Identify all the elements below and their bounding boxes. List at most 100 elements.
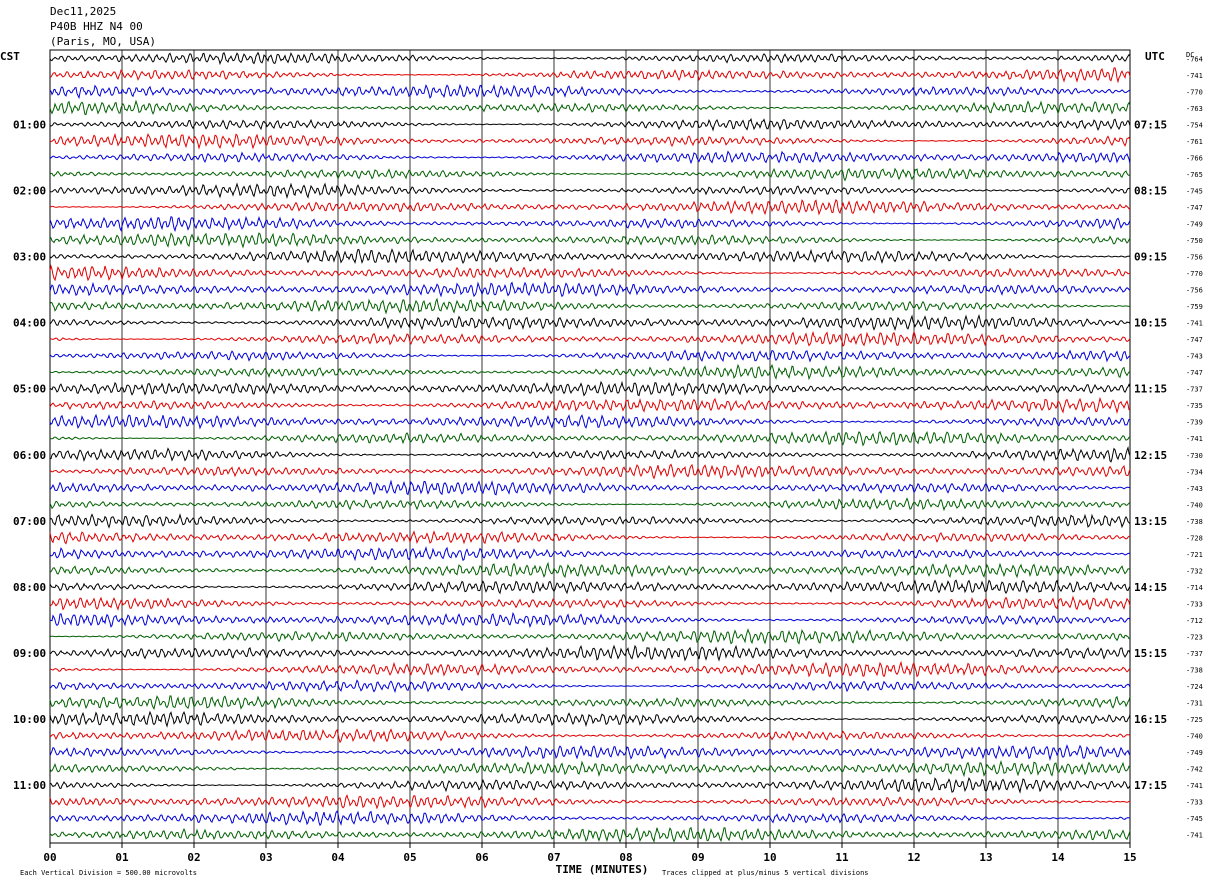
dc-offset-label: -712	[1186, 617, 1203, 625]
dc-offset-label: -749	[1186, 749, 1203, 757]
dc-offset-label: -756	[1186, 254, 1203, 262]
right-time-label: 11:15	[1134, 383, 1167, 396]
header-date: Dec11,2025	[50, 5, 116, 18]
dc-offset-label: -714	[1186, 584, 1203, 592]
left-time-label: 03:00	[13, 251, 46, 264]
dc-column-label: DC	[1186, 51, 1194, 59]
trace-line	[49, 132, 1131, 150]
dc-offset-label: -730	[1186, 452, 1203, 460]
dc-offset-label: -732	[1186, 567, 1203, 575]
x-tick-labels: 00 01 02 03 04 05 06 07 08 09 10 11 12 13 14 15	[43, 843, 1137, 864]
x-tick-label: 03	[259, 851, 272, 864]
right-time-labels: 07:15 08:15 09:15 10:15 11:15 12:15 13:15 14:15…	[1134, 118, 1167, 792]
trace-line	[49, 628, 1131, 645]
dc-offset-label: -770	[1186, 270, 1203, 278]
x-tick-label: 06	[475, 851, 489, 864]
dc-offset-label: -741	[1186, 782, 1203, 790]
dc-offset-label: -765	[1186, 171, 1203, 179]
dc-offset-label: -741	[1186, 435, 1203, 443]
trace-line	[49, 777, 1131, 794]
dc-offset-label: -766	[1186, 154, 1203, 162]
dc-offset-label: -745	[1186, 815, 1203, 823]
trace-line	[49, 760, 1131, 778]
trace-line	[49, 595, 1131, 611]
dc-offset-label: -743	[1186, 353, 1203, 361]
dc-offset-label: -733	[1186, 600, 1203, 608]
dc-offset-label: -740	[1186, 501, 1203, 509]
dc-offset-label: -738	[1186, 667, 1203, 675]
dc-offset-label: -723	[1186, 633, 1203, 641]
trace-line	[49, 117, 1131, 132]
dc-offset-labels: -764 -741 -770 -763 -754 -761 -766 -765 -745 -747…	[1186, 55, 1203, 839]
trace-line	[49, 380, 1131, 397]
right-time-label: 14:15	[1134, 581, 1167, 594]
x-tick-label: 01	[115, 851, 129, 864]
trace-line	[49, 794, 1131, 810]
dc-offset-label: -742	[1186, 766, 1203, 774]
trace-line	[49, 182, 1131, 199]
trace-line	[49, 297, 1131, 315]
dc-offset-label: -770	[1186, 88, 1203, 96]
left-time-label: 07:00	[13, 515, 46, 528]
left-time-label: 04:00	[13, 317, 46, 330]
dc-offset-label: -725	[1186, 716, 1203, 724]
trace-line	[49, 530, 1131, 545]
dc-offset-label: -756	[1186, 287, 1203, 295]
trace-line	[49, 810, 1131, 827]
trace-line	[49, 99, 1131, 116]
trace-line	[49, 497, 1131, 512]
x-tick-label: 11	[835, 851, 849, 864]
dc-offset-label: -721	[1186, 551, 1203, 559]
trace-line	[49, 826, 1131, 844]
trace-line	[49, 463, 1131, 480]
right-time-label: 17:15	[1134, 779, 1167, 792]
left-time-label: 06:00	[13, 449, 46, 462]
trace-line	[49, 349, 1131, 363]
left-time-labels: 01:00 02:00 03:00 04:00 05:00 06:00 07:00 08:00…	[13, 118, 46, 792]
x-tick-label: 05	[403, 851, 416, 864]
trace-group	[49, 51, 1131, 844]
dc-offset-label: -749	[1186, 220, 1203, 228]
plot-grid	[49, 49, 1131, 844]
right-time-label: 16:15	[1134, 713, 1167, 726]
left-time-label: 08:00	[13, 581, 46, 594]
trace-line	[49, 611, 1131, 629]
x-tick-label: 00	[43, 851, 56, 864]
x-tick-label: 07	[547, 851, 560, 864]
right-timezone-label: UTC	[1145, 50, 1165, 63]
dc-offset-label: -740	[1186, 733, 1203, 741]
trace-line	[49, 660, 1131, 678]
dc-offset-label: -735	[1186, 402, 1203, 410]
dc-offset-label: -754	[1186, 121, 1203, 129]
trace-line	[49, 198, 1131, 216]
dc-offset-label: -737	[1186, 650, 1203, 658]
dc-offset-label: -743	[1186, 485, 1203, 493]
left-time-label: 05:00	[13, 383, 46, 396]
trace-line	[49, 644, 1131, 662]
dc-offset-label: -734	[1186, 468, 1203, 476]
dc-offset-label: -761	[1186, 138, 1203, 146]
dc-offset-label: -741	[1186, 832, 1203, 840]
x-tick-label: 15	[1123, 851, 1136, 864]
trace-line	[49, 728, 1131, 744]
trace-line	[49, 445, 1131, 463]
dc-offset-label: -764	[1186, 55, 1203, 63]
right-time-label: 08:15	[1134, 184, 1167, 197]
trace-line	[49, 545, 1131, 562]
right-time-label: 12:15	[1134, 449, 1167, 462]
dc-offset-label: -728	[1186, 534, 1203, 542]
trace-line	[49, 232, 1131, 249]
trace-line	[49, 561, 1131, 579]
trace-line	[49, 150, 1131, 165]
trace-line	[49, 215, 1131, 233]
dc-offset-label: -737	[1186, 386, 1203, 394]
x-tick-label: 12	[907, 851, 920, 864]
left-time-label: 01:00	[13, 118, 46, 131]
dc-offset-label: -745	[1186, 187, 1203, 195]
dc-offset-label: -747	[1186, 204, 1203, 212]
dc-offset-label: -741	[1186, 72, 1203, 80]
dc-offset-label: -733	[1186, 799, 1203, 807]
left-time-label: 09:00	[13, 647, 46, 660]
clip-note: Traces clipped at plus/minus 5 vertical …	[662, 869, 869, 877]
trace-line	[49, 313, 1131, 331]
